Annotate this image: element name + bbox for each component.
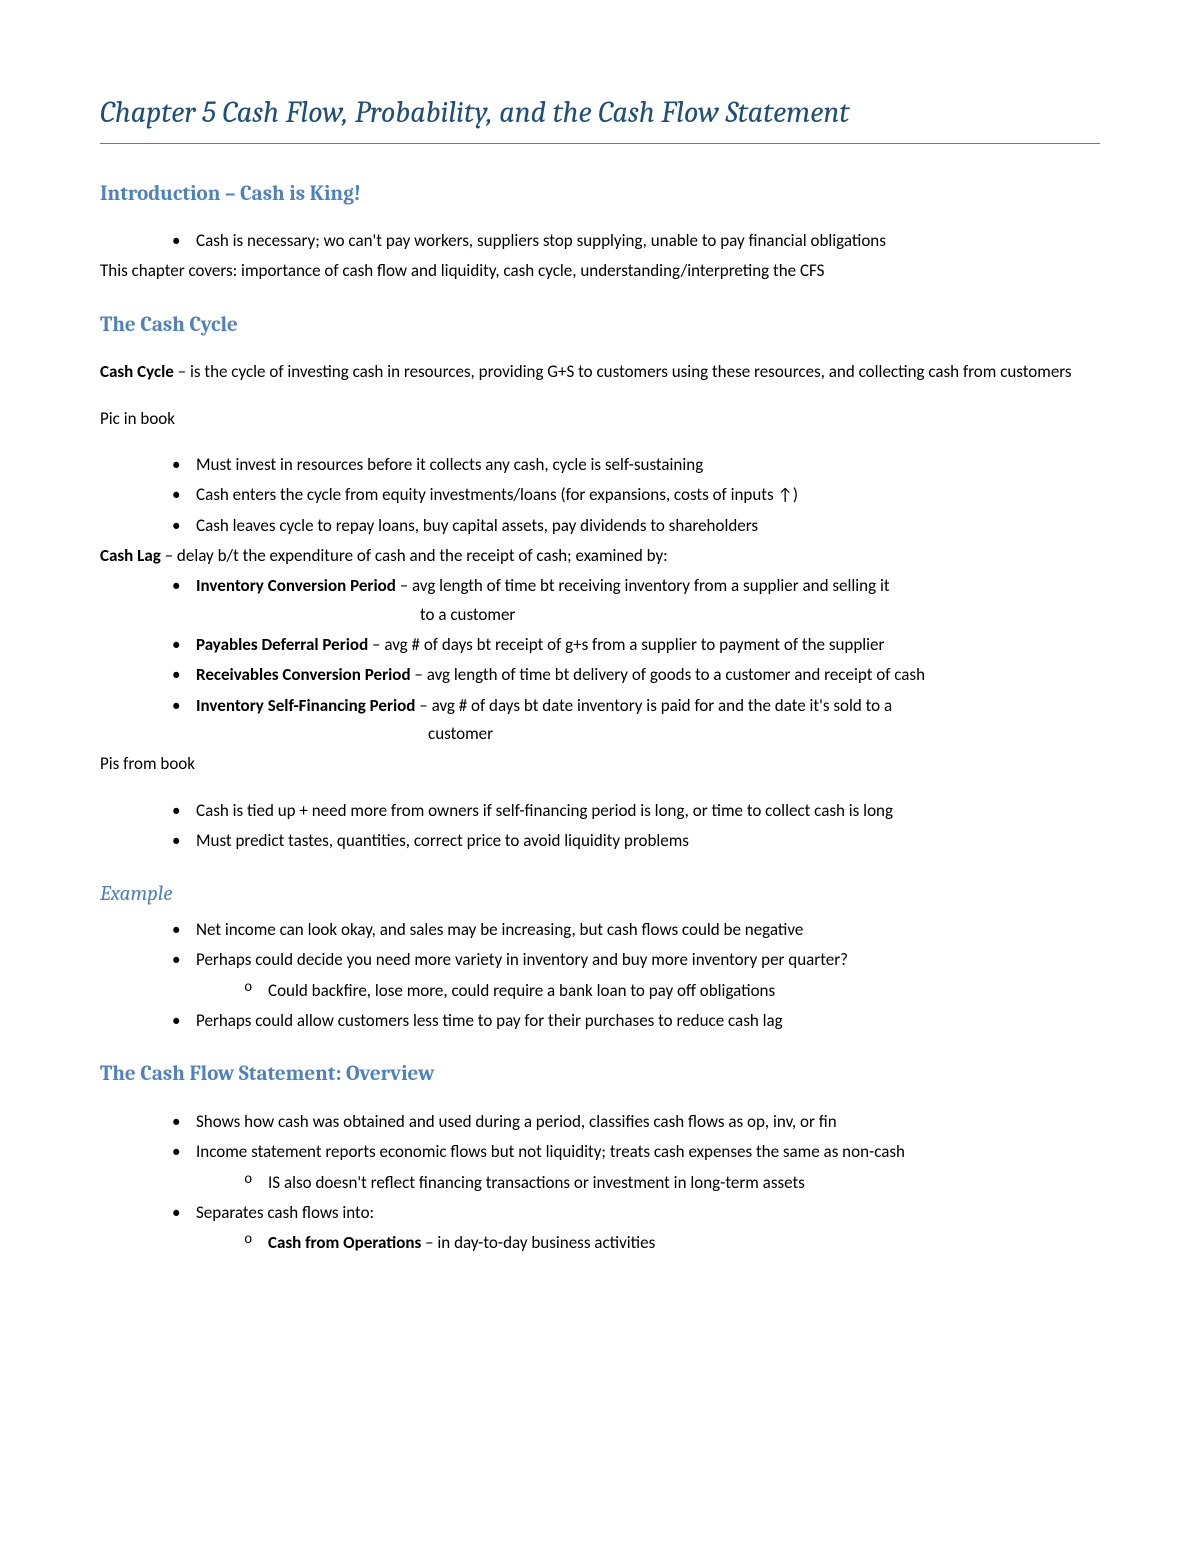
term-inventory-conversion: Inventory Conversion Period: [196, 575, 396, 596]
cash-lag-definition: Cash Lag – delay b/t the expenditure of …: [100, 543, 1100, 569]
section-heading-cash-cycle: The Cash Cycle: [100, 309, 1100, 342]
list-item-text: Perhaps could decide you need more varie…: [196, 949, 848, 970]
list-item: Must invest in resources before it colle…: [172, 452, 1100, 478]
continuation-line: customer: [100, 721, 1100, 747]
section-heading-example: Example: [100, 878, 1100, 911]
section-heading-cfs: The Cash Flow Statement: Overview: [100, 1058, 1100, 1091]
pic-placeholder-1: Pic in book: [100, 406, 1100, 432]
list-item: Must predict tastes, quantities, correct…: [172, 828, 1100, 854]
cash-lag-items: Inventory Conversion Period – avg length…: [100, 573, 1100, 599]
cash-cycle-definition: Cash Cycle – is the cycle of investing c…: [100, 359, 1100, 385]
term-cash-lag-rest: – delay b/t the expenditure of cash and …: [161, 545, 668, 566]
cash-lag-items-2: Payables Deferral Period – avg # of days…: [100, 632, 1100, 719]
term-cash-lag: Cash Lag: [100, 545, 161, 566]
sub-list-item: IS also doesn't reflect financing transa…: [244, 1170, 1100, 1196]
cycle-bullets-1: Must invest in resources before it colle…: [100, 452, 1100, 539]
sub-list: IS also doesn't reflect financing transa…: [196, 1170, 1100, 1196]
list-item: Payables Deferral Period – avg # of days…: [172, 632, 1100, 658]
chapter-title: Chapter 5 Cash Flow, Probability, and th…: [100, 90, 1100, 144]
list-item: Income statement reports economic flows …: [172, 1139, 1100, 1196]
sub-list: Could backfire, lose more, could require…: [196, 978, 1100, 1004]
term-rest: – in day-to-day business activities: [421, 1232, 655, 1253]
sub-list: Cash from Operations – in day-to-day bus…: [196, 1230, 1100, 1256]
term-cash-cycle-rest: – is the cycle of investing cash in reso…: [174, 361, 1072, 382]
list-item: Shows how cash was obtained and used dur…: [172, 1109, 1100, 1135]
list-item: Cash leaves cycle to repay loans, buy ca…: [172, 513, 1100, 539]
example-bullets: Net income can look okay, and sales may …: [100, 917, 1100, 1034]
sub-list-item: Could backfire, lose more, could require…: [244, 978, 1100, 1004]
list-item-text: Income statement reports economic flows …: [196, 1141, 905, 1162]
intro-summary: This chapter covers: importance of cash …: [100, 258, 1100, 284]
list-item: Inventory Conversion Period – avg length…: [172, 573, 1100, 599]
term-cash-from-operations: Cash from Operations: [268, 1232, 421, 1253]
list-item: Receivables Conversion Period – avg leng…: [172, 662, 1100, 688]
continuation-line: to a customer: [100, 602, 1100, 628]
term-receivables-conversion: Receivables Conversion Period: [196, 664, 411, 685]
list-item: Cash enters the cycle from equity invest…: [172, 482, 1100, 508]
pic-placeholder-2: Pis from book: [100, 751, 1100, 777]
term-rest: – avg length of time bt receiving invent…: [396, 575, 890, 596]
list-item: Separates cash flows into: Cash from Ope…: [172, 1200, 1100, 1257]
list-item: Perhaps could allow customers less time …: [172, 1008, 1100, 1034]
sub-list-item: Cash from Operations – in day-to-day bus…: [244, 1230, 1100, 1256]
term-payables-deferral: Payables Deferral Period: [196, 634, 368, 655]
list-item-text: Separates cash flows into:: [196, 1202, 374, 1223]
list-item: Perhaps could decide you need more varie…: [172, 947, 1100, 1004]
term-cash-cycle: Cash Cycle: [100, 361, 174, 382]
term-rest: – avg # of days bt receipt of g+s from a…: [368, 634, 884, 655]
list-item: Inventory Self-Financing Period – avg # …: [172, 693, 1100, 719]
term-rest: – avg length of time bt delivery of good…: [411, 664, 925, 685]
list-item: Net income can look okay, and sales may …: [172, 917, 1100, 943]
list-item: Cash is tied up + need more from owners …: [172, 798, 1100, 824]
section-heading-intro: Introduction – Cash is King!: [100, 178, 1100, 211]
term-rest: – avg # of days bt date inventory is pai…: [415, 695, 892, 716]
cfs-bullets: Shows how cash was obtained and used dur…: [100, 1109, 1100, 1257]
term-inventory-self-financing: Inventory Self-Financing Period: [196, 695, 415, 716]
cycle-bullets-2: Cash is tied up + need more from owners …: [100, 798, 1100, 855]
intro-bullets: Cash is necessary; wo can't pay workers,…: [100, 228, 1100, 254]
list-item: Cash is necessary; wo can't pay workers,…: [172, 228, 1100, 254]
